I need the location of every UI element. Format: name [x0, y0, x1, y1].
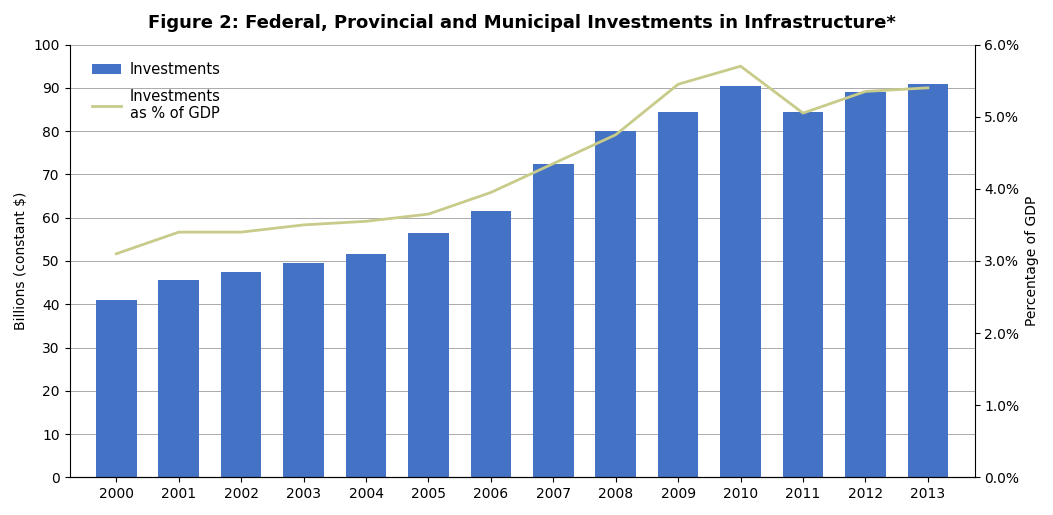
Bar	[782, 112, 823, 477]
Y-axis label: Percentage of GDP: Percentage of GDP	[1026, 196, 1039, 326]
Bar	[533, 164, 574, 477]
Bar	[96, 300, 137, 477]
Title: Figure 2: Federal, Provincial and Municipal Investments in Infrastructure*: Figure 2: Federal, Provincial and Munici…	[148, 14, 896, 32]
Bar	[658, 112, 698, 477]
Bar	[345, 254, 386, 477]
Bar	[409, 233, 449, 477]
Bar	[283, 263, 324, 477]
Bar	[846, 92, 886, 477]
Bar	[720, 85, 761, 477]
Bar	[596, 131, 636, 477]
Bar	[908, 83, 948, 477]
Legend: Investments, Investments
as % of GDP: Investments, Investments as % of GDP	[86, 56, 226, 127]
Y-axis label: Billions (constant $): Billions (constant $)	[14, 192, 27, 330]
Bar	[159, 281, 199, 477]
Bar	[221, 272, 261, 477]
Bar	[471, 211, 511, 477]
